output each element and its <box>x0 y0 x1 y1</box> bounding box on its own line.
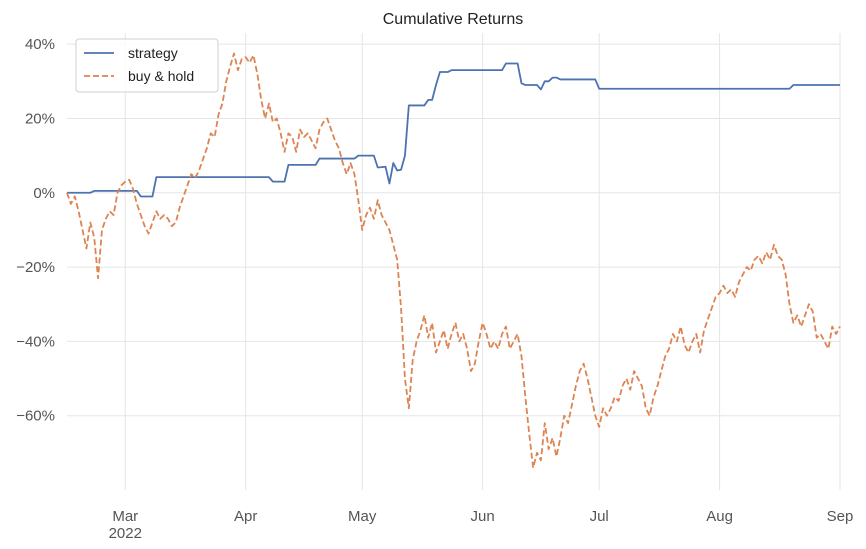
x-tick-label: Jun <box>471 508 495 525</box>
x-tick-label: Aug <box>706 508 733 525</box>
series-line-strategy <box>67 62 840 198</box>
x-tick-label: Sep <box>827 508 854 525</box>
y-axis: 40% 20% 0% −20% −40% −60% <box>16 36 55 425</box>
y-tick-label: 20% <box>25 110 55 127</box>
legend-label: strategy <box>128 45 178 61</box>
legend-label: buy & hold <box>128 68 194 84</box>
y-tick-label: 0% <box>33 185 55 202</box>
series-lines <box>66 52 841 469</box>
y-tick-label: −40% <box>16 333 55 350</box>
x-tick-label: Mar <box>112 508 138 525</box>
series-line-buy-and-hold <box>66 52 841 469</box>
y-tick-label: 40% <box>25 36 55 53</box>
legend: strategy buy & hold <box>75 38 219 93</box>
x-tick-sublabel: 2022 <box>109 525 142 542</box>
x-tick-label: Apr <box>234 508 257 525</box>
x-tick-label: Jul <box>590 508 609 525</box>
chart-title: Cumulative Returns <box>383 11 524 28</box>
y-tick-label: −60% <box>16 408 55 425</box>
y-tick-label: −20% <box>16 259 55 276</box>
x-tick-label: May <box>348 508 377 525</box>
grid <box>67 33 841 490</box>
